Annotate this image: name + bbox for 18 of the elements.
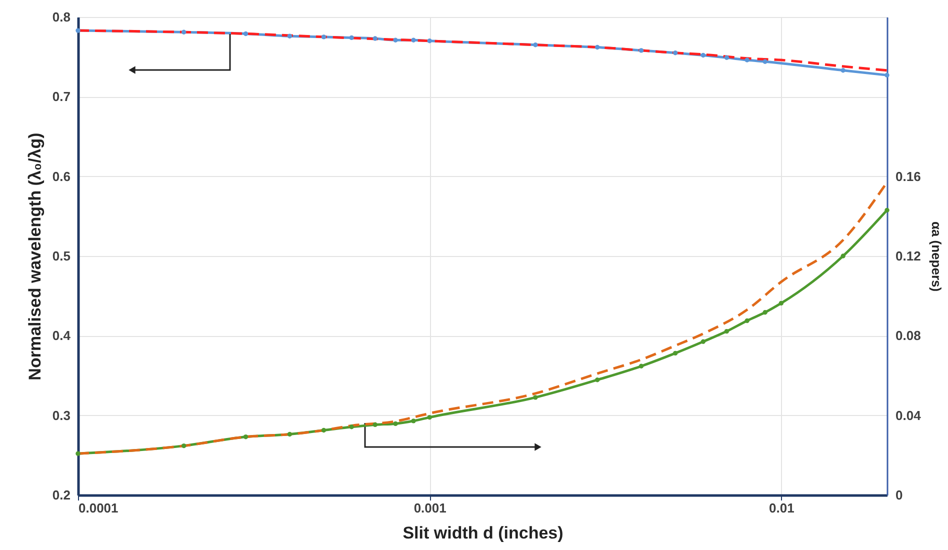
y-axis-title: Normalised wavelength (λ₀/λg) [25, 132, 44, 380]
y2-tick-label: 0.08 [896, 328, 921, 344]
y-tick-label: 0.8 [52, 10, 70, 24]
y-tick-label: 0.5 [52, 248, 70, 264]
x-tick-label: 0.0001 [78, 500, 118, 516]
x-axis-title: Slit width d (inches) [402, 524, 564, 542]
y-tick-label: 0.7 [52, 89, 70, 104]
y2-tick-label: 0.16 [896, 168, 921, 184]
y2-tick-label: 0 [896, 488, 903, 502]
y-tick-label: 0.4 [52, 328, 72, 344]
y-tick-label: 0.3 [52, 408, 70, 423]
y-tick-label: 0.6 [52, 168, 70, 184]
y-tick-label: 0.2 [52, 488, 70, 502]
y2-axis-title: αa (nepers) [928, 221, 944, 292]
x-tick-label: 0.01 [769, 500, 794, 516]
y2-tick-label: 0.12 [896, 248, 921, 264]
y2-tick-label: 0.04 [896, 408, 922, 423]
x-tick-label: 0.001 [414, 500, 446, 516]
